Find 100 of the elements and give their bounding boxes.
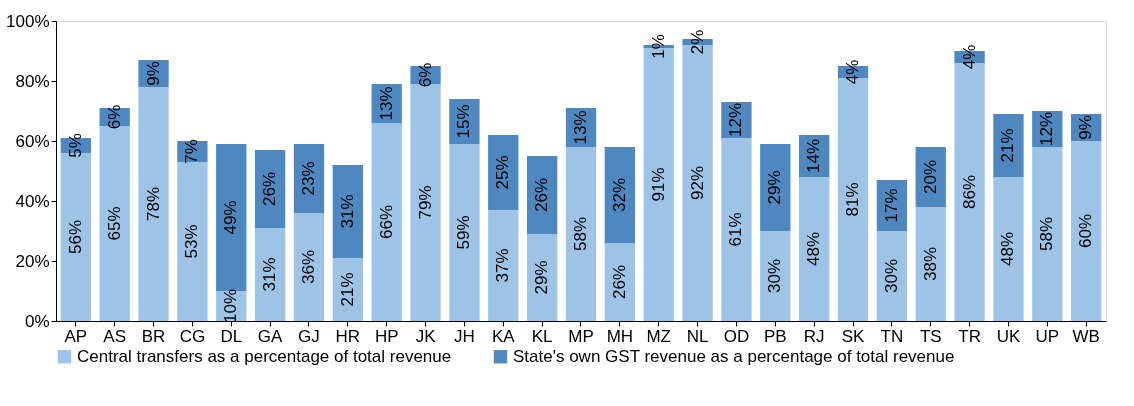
y-tick-label: 60% — [15, 131, 50, 151]
data-label: 48% — [804, 231, 824, 267]
bar — [993, 114, 1024, 177]
y-tick-label: 100% — [6, 11, 50, 31]
data-label: 26% — [260, 171, 280, 207]
x-tick-label: SK — [841, 326, 866, 346]
x-tick-label: MP — [568, 326, 594, 346]
data-label: 5% — [65, 133, 85, 158]
bar — [760, 231, 791, 321]
x-tick-label: AS — [103, 326, 127, 346]
x-tick-label: BR — [141, 326, 166, 346]
bar — [449, 144, 480, 321]
data-label: 61% — [726, 212, 746, 247]
data-label: 12% — [726, 102, 746, 138]
bar — [1032, 147, 1063, 321]
x-tick-label: AP — [64, 326, 88, 346]
data-label: 81% — [843, 182, 863, 217]
data-label: 58% — [1037, 216, 1057, 252]
data-label: 4% — [959, 44, 979, 70]
bar — [604, 147, 636, 243]
data-label: 36% — [298, 249, 318, 285]
data-label: 92% — [687, 165, 707, 201]
bar — [876, 231, 908, 321]
data-label: 12% — [1037, 111, 1057, 147]
y-tick-label: 0% — [24, 311, 50, 331]
data-label: 48% — [998, 231, 1018, 267]
data-label: 4% — [843, 59, 863, 85]
x-tick-label: MH — [606, 326, 634, 346]
x-tick-label: KL — [531, 326, 553, 346]
data-label: 6% — [104, 104, 124, 130]
data-label: 37% — [493, 248, 513, 283]
data-label: 9% — [143, 61, 163, 86]
data-label: 21% — [998, 128, 1018, 163]
x-tick-label: WB — [1072, 326, 1100, 346]
bar — [760, 144, 791, 231]
bar — [371, 123, 402, 321]
data-label: 79% — [415, 185, 435, 220]
bar — [1071, 141, 1102, 321]
x-tick-label: JH — [454, 326, 475, 346]
bar — [526, 234, 558, 321]
data-label: 29% — [532, 260, 552, 295]
y-tick-label: 40% — [15, 191, 50, 211]
x-tick-label: UK — [996, 326, 1021, 346]
x-tick-label: TN — [880, 326, 904, 346]
data-label: 78% — [143, 186, 163, 222]
data-label: 59% — [454, 215, 474, 250]
data-label: 31% — [260, 257, 280, 292]
bar — [332, 165, 363, 258]
x-tick-label: DL — [220, 326, 243, 346]
data-label: 58% — [571, 216, 590, 252]
data-label: 65% — [104, 206, 124, 241]
x-tick-label: NL — [686, 326, 709, 346]
data-label: 20% — [920, 159, 940, 195]
data-label: 32% — [609, 177, 629, 213]
x-tick-label: PB — [763, 326, 787, 346]
data-label: 21% — [337, 272, 357, 307]
data-label: 29% — [765, 170, 785, 205]
data-label: 56% — [65, 219, 85, 255]
legend-label: State's own GST revenue as a percentage of total revenue — [513, 346, 955, 366]
data-label: 9% — [1076, 115, 1096, 140]
data-label: 14% — [804, 138, 824, 174]
x-tick-label: KA — [491, 326, 516, 346]
data-label: 53% — [182, 224, 202, 259]
data-label: 26% — [532, 177, 552, 213]
bar — [915, 207, 946, 321]
data-label: 91% — [648, 167, 668, 202]
data-label: 86% — [959, 174, 979, 210]
bar — [993, 177, 1024, 321]
data-label: 60% — [1076, 213, 1096, 249]
x-tick-label: RJ — [803, 326, 825, 346]
data-label: 25% — [493, 155, 513, 190]
bar — [254, 228, 286, 321]
bar — [799, 177, 830, 321]
x-tick-label: GA — [257, 326, 284, 346]
data-label: 23% — [298, 161, 318, 196]
bar — [721, 138, 752, 321]
y-tick-label: 80% — [15, 71, 50, 91]
legend-label: Central transfers as a percentage of total revenue — [77, 346, 452, 366]
data-label: 1% — [648, 34, 668, 59]
bar — [216, 144, 247, 291]
data-label: 66% — [376, 204, 396, 240]
x-tick-label: HP — [374, 326, 399, 346]
data-label: 17% — [881, 188, 901, 223]
bar — [488, 210, 519, 321]
x-tick-label: MZ — [646, 326, 671, 346]
bar — [565, 147, 597, 321]
data-label: 31% — [337, 194, 357, 229]
data-label: 15% — [454, 104, 474, 139]
x-tick-label: UP — [1035, 326, 1060, 346]
x-tick-label: JK — [415, 326, 437, 346]
x-tick-label: HR — [335, 326, 361, 346]
data-label: 10% — [221, 288, 241, 324]
data-label: 49% — [221, 200, 241, 235]
x-tick-label: TS — [919, 326, 942, 346]
x-tick-label: CG — [179, 326, 206, 346]
bar — [293, 213, 325, 321]
x-tick-label: OD — [723, 326, 750, 346]
data-label: 26% — [609, 264, 629, 300]
bar — [177, 162, 208, 321]
data-label: 6% — [415, 62, 435, 88]
